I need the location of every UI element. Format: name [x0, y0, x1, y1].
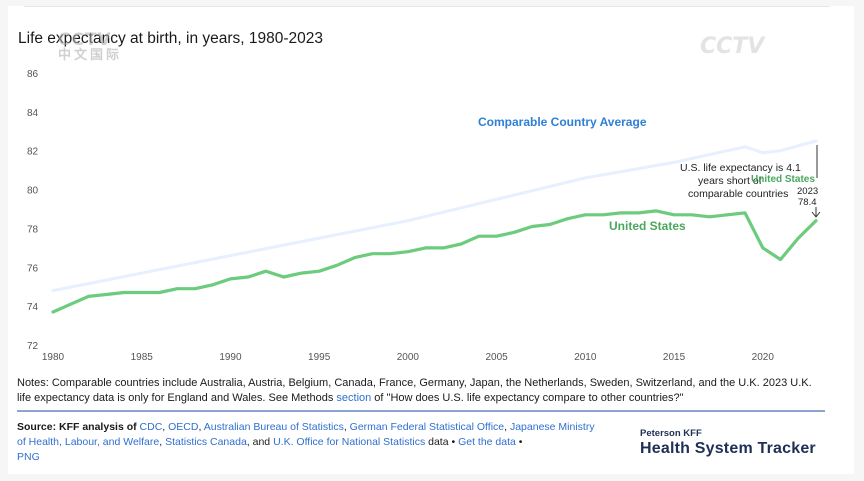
source-link-abs[interactable]: Australian Bureau of Statistics — [203, 421, 344, 433]
brand-logo-text: Health System Tracker — [640, 440, 816, 457]
source-label: Source: KFF analysis of — [17, 421, 137, 433]
series-line-united-states — [51, 209, 818, 314]
x-tick-label: 2005 — [485, 352, 508, 363]
x-tick-label: 2020 — [752, 352, 775, 363]
source-link-japan-mhlw[interactable]: Japanese Ministry of Health, Labour, and… — [17, 421, 595, 448]
methods-section-link[interactable]: section — [336, 392, 372, 404]
end-label-value: 78.4 — [798, 197, 817, 208]
gap-note-line3: comparable countries — [688, 188, 788, 200]
y-tick-label: 78 — [27, 224, 39, 235]
gap-note-line1: U.S. life expectancy is 4.1 — [680, 162, 801, 174]
source-link-oecd[interactable]: OECD — [168, 421, 199, 433]
y-tick-label: 84 — [27, 108, 39, 119]
source-link-ons[interactable]: U.K. Office for National Statistics — [273, 436, 426, 448]
x-tick-label: 1995 — [308, 352, 331, 363]
notes-tail: of "How does U.S. life expectancy compar… — [371, 392, 684, 404]
y-tick-label: 82 — [27, 147, 39, 158]
watermark-bottom: 中文国际 — [58, 48, 123, 63]
chart-title: Life expectancy at birth, in years, 1980… — [18, 30, 324, 47]
end-label-year: 2023 — [797, 186, 818, 197]
x-tick-label: 1990 — [219, 352, 242, 363]
source-data-word: data — [428, 436, 449, 448]
y-tick-label: 76 — [27, 263, 39, 274]
png-link[interactable]: PNG — [17, 451, 40, 463]
x-tick-label: 2010 — [574, 352, 597, 363]
top-divider — [24, 6, 830, 7]
source-link-cdc[interactable]: CDC — [139, 421, 163, 433]
y-tick-label: 72 — [27, 341, 39, 352]
x-tick-label: 2015 — [663, 352, 686, 363]
chart-card — [8, 6, 854, 474]
source-text: Source: KFF analysis of CDC, OECD, Austr… — [17, 421, 595, 463]
notes-body: Notes: Comparable countries include Aust… — [17, 377, 812, 404]
get-data-link[interactable]: Get the data — [458, 436, 516, 448]
footer-divider — [17, 410, 825, 412]
x-axis: 1980 1985 1990 1995 2000 2005 2010 2015 2020 — [42, 352, 774, 363]
source-link-destatis[interactable]: German Federal Statistical Office — [349, 421, 505, 433]
series-layer — [51, 139, 818, 314]
watermark-right: CCTV — [700, 34, 765, 59]
series-line-comparable-average — [51, 139, 818, 293]
watermark-top: CCTV — [58, 30, 112, 50]
series-label-united-states: United States — [609, 219, 686, 233]
x-tick-label: 1980 — [42, 352, 65, 363]
notes-text: Notes: Comparable countries include Aust… — [17, 376, 817, 406]
brand-small: Peterson KFF — [640, 428, 702, 439]
end-label-united-states: United States — [751, 174, 815, 185]
source-link-statcan[interactable]: Statistics Canada — [165, 436, 247, 448]
y-tick-label: 74 — [27, 302, 39, 313]
y-axis: 72 74 76 78 80 82 84 86 — [27, 69, 39, 352]
end-arrow-head — [811, 211, 821, 218]
gap-note-line2: years short of — [698, 175, 762, 187]
y-tick-label: 86 — [27, 69, 39, 80]
x-tick-label: 1985 — [131, 352, 154, 363]
gap-annotation: U.S. life expectancy is 4.1 years short … — [680, 145, 821, 218]
watermark-logo: CCTV 中文国际 — [58, 30, 123, 64]
series-label-comparable-average: Comparable Country Average — [478, 115, 647, 129]
x-tick-label: 2000 — [397, 352, 420, 363]
y-tick-label: 80 — [27, 186, 39, 197]
